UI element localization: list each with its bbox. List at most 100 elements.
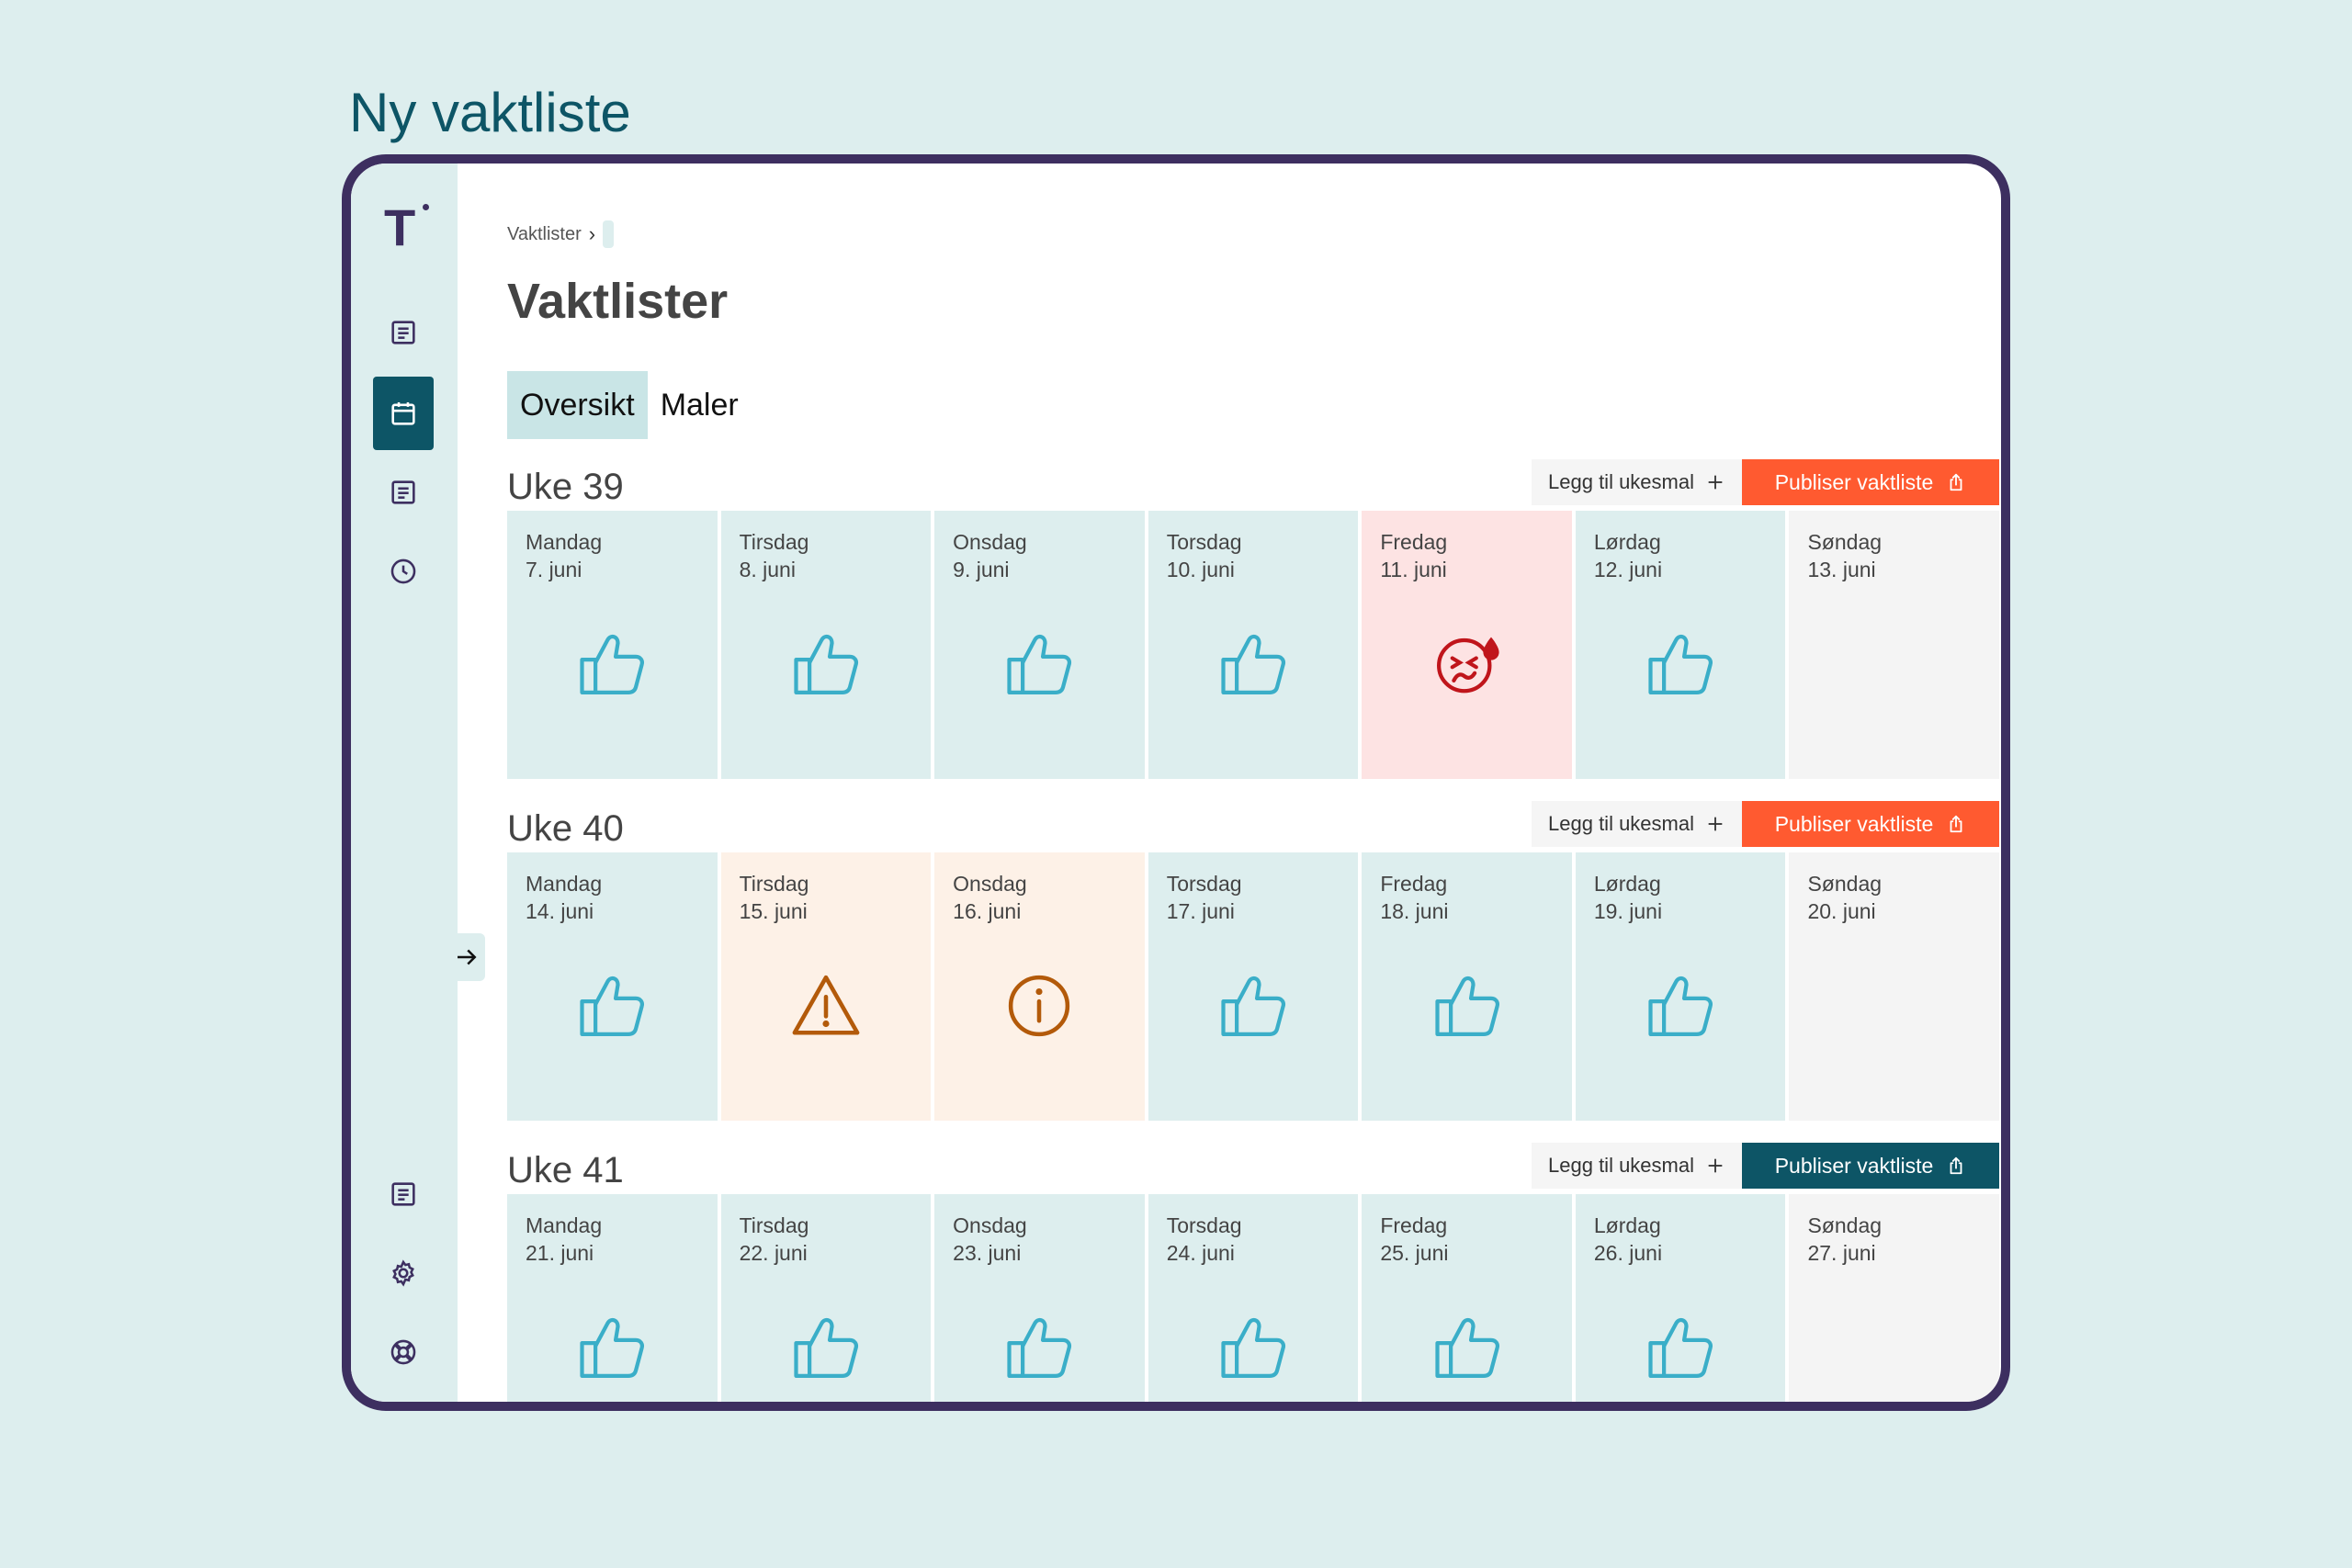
sidebar-item-calendar[interactable] bbox=[373, 377, 434, 450]
sidebar-item-reports[interactable] bbox=[373, 456, 434, 529]
week-header: Uke 41 Legg til ukesmal Publiser vaktliste bbox=[507, 1143, 1999, 1194]
sidebar-item-notes[interactable] bbox=[373, 1157, 434, 1231]
thumbs-up-icon bbox=[1217, 628, 1289, 700]
day-date: 22. juni bbox=[739, 1241, 808, 1265]
app-logo[interactable]: T bbox=[384, 198, 416, 256]
day-date: 11. juni bbox=[1380, 558, 1447, 581]
day-name: Tirsdag bbox=[739, 872, 809, 896]
lifebuoy-icon bbox=[390, 1339, 416, 1365]
info-circle-icon bbox=[1003, 970, 1075, 1042]
day-date: 10. juni bbox=[1166, 558, 1235, 581]
thumbs-up-icon bbox=[576, 1312, 648, 1383]
day-date: 24. juni bbox=[1166, 1241, 1235, 1265]
day-grid: Mandag 21. juni Tirsdag 22. juni Onsdag 23. j… bbox=[507, 1194, 2000, 1402]
publish-roster-label: Publiser vaktliste bbox=[1774, 811, 1934, 836]
thumbs-up-icon bbox=[1003, 628, 1075, 700]
expand-sidebar-button[interactable] bbox=[448, 933, 485, 981]
day-cell[interactable]: Onsdag 16. juni bbox=[934, 852, 1145, 1121]
gear-icon bbox=[392, 1259, 414, 1287]
day-name: Onsdag bbox=[953, 872, 1027, 896]
arrow-right-icon bbox=[458, 949, 477, 965]
main-content: Vaktlister › Vaktlister Oversikt Maler U… bbox=[458, 164, 2001, 1402]
add-week-template-label: Legg til ukesmal bbox=[1548, 812, 1694, 835]
share-icon bbox=[1950, 815, 1962, 833]
day-cell[interactable]: Søndag 20. juni bbox=[1789, 852, 2000, 1121]
day-cell[interactable]: Tirsdag 15. juni bbox=[720, 852, 932, 1121]
sidebar-item-help[interactable] bbox=[373, 1315, 434, 1389]
breadcrumb-link[interactable]: Vaktlister bbox=[507, 223, 582, 244]
sidebar-item-time[interactable] bbox=[373, 535, 434, 608]
day-cell[interactable]: Tirsdag 8. juni bbox=[720, 511, 932, 779]
day-grid: Mandag 7. juni Tirsdag 8. juni Onsdag 9. juni… bbox=[507, 511, 2000, 779]
day-grid: Mandag 14. juni Tirsdag 15. juni Onsdag 16. j… bbox=[507, 852, 2000, 1121]
day-date: 27. juni bbox=[1807, 1241, 1876, 1265]
add-week-template-button[interactable]: Legg til ukesmal bbox=[1532, 459, 1742, 505]
publish-roster-button[interactable]: Publiser vaktliste bbox=[1742, 459, 1999, 505]
breadcrumb-current-placeholder bbox=[603, 220, 615, 248]
publish-roster-button[interactable]: Publiser vaktliste bbox=[1742, 801, 1999, 847]
week-header: Uke 40 Legg til ukesmal Publiser vaktliste bbox=[507, 801, 1999, 852]
day-cell[interactable]: Fredag 11. juni bbox=[1362, 511, 1572, 779]
day-name: Lørdag bbox=[1593, 872, 1661, 896]
day-name: Mandag bbox=[526, 872, 603, 896]
tab-oversikt[interactable]: Oversikt bbox=[507, 371, 648, 439]
day-name: Onsdag bbox=[953, 1213, 1027, 1237]
week-title: Uke 40 bbox=[507, 808, 624, 849]
day-cell[interactable]: Søndag 27. juni bbox=[1789, 1194, 2000, 1402]
day-date: 12. juni bbox=[1593, 558, 1663, 581]
sidebar-item-settings[interactable] bbox=[373, 1236, 434, 1310]
day-cell[interactable]: Onsdag 23. juni bbox=[934, 1194, 1145, 1402]
day-cell[interactable]: Torsdag 17. juni bbox=[1148, 852, 1359, 1121]
tab-maler[interactable]: Maler bbox=[660, 387, 739, 423]
day-cell[interactable]: Lørdag 26. juni bbox=[1575, 1194, 1786, 1402]
plus-icon bbox=[1708, 475, 1723, 490]
day-name: Torsdag bbox=[1166, 1213, 1242, 1237]
thumbs-up-icon bbox=[1645, 1312, 1716, 1383]
add-week-template-label: Legg til ukesmal bbox=[1548, 470, 1694, 493]
day-name: Lørdag bbox=[1593, 1213, 1661, 1237]
warning-triangle-icon bbox=[790, 970, 862, 1042]
day-cell[interactable]: Tirsdag 22. juni bbox=[720, 1194, 932, 1402]
week-title: Uke 39 bbox=[507, 467, 624, 507]
thumbs-up-icon bbox=[1645, 628, 1716, 700]
chevron-right-icon: › bbox=[588, 222, 596, 245]
sidebar-item-documents[interactable] bbox=[373, 296, 434, 369]
tab-bar: Oversikt Maler bbox=[507, 371, 752, 439]
day-name: Onsdag bbox=[953, 530, 1027, 554]
sidebar: T bbox=[351, 164, 458, 1402]
logo-dot bbox=[423, 204, 429, 210]
thumbs-up-icon bbox=[1431, 1312, 1503, 1383]
day-name: Mandag bbox=[526, 1213, 603, 1237]
day-cell[interactable]: Torsdag 24. juni bbox=[1148, 1194, 1359, 1402]
document-icon bbox=[391, 480, 415, 504]
day-name: Lørdag bbox=[1593, 530, 1661, 554]
day-cell[interactable]: Lørdag 19. juni bbox=[1575, 852, 1786, 1121]
breadcrumb: Vaktlister › bbox=[507, 220, 615, 248]
publish-roster-label: Publiser vaktliste bbox=[1774, 469, 1934, 494]
day-cell[interactable]: Mandag 7. juni bbox=[507, 511, 718, 779]
day-name: Torsdag bbox=[1166, 530, 1242, 554]
day-cell[interactable]: Onsdag 9. juni bbox=[934, 511, 1145, 779]
add-week-template-button[interactable]: Legg til ukesmal bbox=[1532, 801, 1742, 847]
day-name: Søndag bbox=[1807, 1213, 1883, 1237]
day-date: 8. juni bbox=[739, 558, 796, 581]
day-cell[interactable]: Fredag 25. juni bbox=[1362, 1194, 1572, 1402]
thumbs-up-icon bbox=[1003, 1312, 1075, 1383]
publish-roster-label: Publiser vaktliste bbox=[1774, 1153, 1934, 1178]
week-section: Uke 40 Legg til ukesmal Publiser vaktliste… bbox=[507, 801, 2000, 1121]
day-name: Fredag bbox=[1380, 530, 1448, 554]
day-name: Fredag bbox=[1380, 872, 1448, 896]
day-date: 7. juni bbox=[526, 558, 582, 581]
plus-icon bbox=[1708, 817, 1723, 831]
day-cell[interactable]: Lørdag 12. juni bbox=[1575, 511, 1786, 779]
day-cell[interactable]: Fredag 18. juni bbox=[1362, 852, 1572, 1121]
add-week-template-button[interactable]: Legg til ukesmal bbox=[1532, 1143, 1742, 1189]
document-icon bbox=[391, 321, 415, 344]
day-date: 20. juni bbox=[1807, 899, 1876, 923]
thumbs-up-icon bbox=[576, 628, 648, 700]
publish-roster-button[interactable]: Publiser vaktliste bbox=[1742, 1143, 1999, 1189]
day-cell[interactable]: Mandag 21. juni bbox=[507, 1194, 718, 1402]
day-cell[interactable]: Søndag 13. juni bbox=[1789, 511, 2000, 779]
day-cell[interactable]: Mandag 14. juni bbox=[507, 852, 718, 1121]
day-cell[interactable]: Torsdag 10. juni bbox=[1148, 511, 1359, 779]
